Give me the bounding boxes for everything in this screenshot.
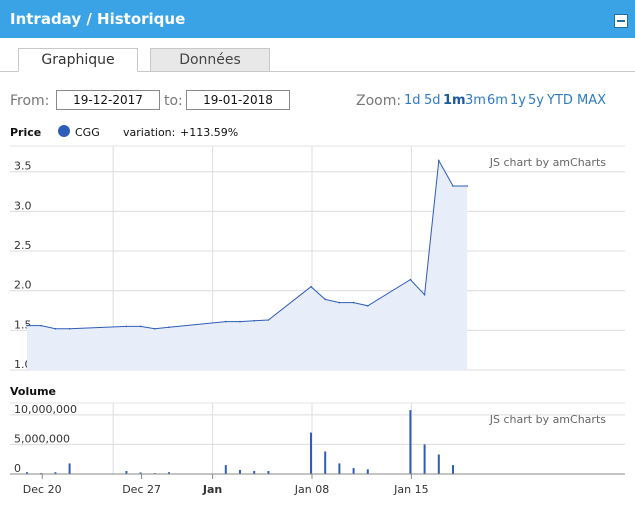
- price-point: [423, 293, 426, 296]
- zoom-1d-button[interactable]: 1d: [404, 93, 421, 108]
- volume-bar: [352, 468, 355, 474]
- price-point: [239, 320, 241, 323]
- volume-y-tick-label: 10,000,000: [14, 403, 77, 416]
- price-point: [338, 301, 341, 304]
- volume-bar: [437, 454, 440, 474]
- price-y-tick-label: 3.0: [14, 199, 32, 212]
- price-y-tick-label: 2.5: [14, 239, 32, 252]
- price-point: [253, 320, 255, 322]
- volume-bar: [239, 469, 241, 474]
- x-tick-label: Jan 08: [294, 483, 329, 496]
- volume-bar: [366, 469, 369, 474]
- tab-donnees[interactable]: Données: [150, 48, 270, 72]
- price-line: [27, 158, 468, 330]
- price-point: [40, 324, 42, 327]
- volume-bar: [423, 444, 426, 474]
- variation-label: variation:: [123, 126, 175, 139]
- price-point: [409, 278, 412, 281]
- zoom-ytd-button[interactable]: YTD: [547, 93, 573, 108]
- widget-title: Intraday / Historique: [10, 10, 186, 28]
- price-point: [324, 298, 327, 301]
- zoom-max-button[interactable]: MAX: [577, 93, 607, 108]
- zoom-6m-button[interactable]: 6m: [487, 93, 508, 108]
- volume-bar: [139, 472, 142, 474]
- price-point: [452, 185, 454, 187]
- price-point: [225, 320, 227, 323]
- tab-bar: Graphique Données: [0, 38, 635, 72]
- x-tick-label: Dec 20: [23, 483, 62, 496]
- volume-bar: [253, 471, 256, 474]
- volume-bar: [310, 432, 312, 474]
- zoom-5y-button[interactable]: 5y: [528, 93, 544, 108]
- legend-series-name: CGG: [75, 126, 100, 139]
- range-controls: From: 19-12-2017 to: 19-01-2018 Zoom: 1d…: [0, 90, 635, 114]
- price-point: [54, 328, 57, 330]
- x-axis: Dec 20 Dec 27 Jan Jan 08 Jan 15: [23, 474, 429, 496]
- price-area: [27, 160, 468, 370]
- widget-header: Intraday / Historique: [0, 0, 635, 38]
- price-point: [154, 328, 156, 330]
- price-point: [68, 328, 71, 330]
- tab-graphique[interactable]: Graphique: [18, 48, 138, 72]
- legend-marker-icon: [58, 125, 70, 137]
- price-point: [466, 185, 469, 187]
- price-points: [26, 159, 469, 330]
- volume-bar: [168, 472, 170, 474]
- from-label: From:: [10, 93, 50, 109]
- zoom-3m-button[interactable]: 3m: [465, 93, 486, 108]
- minimize-icon[interactable]: [614, 14, 628, 28]
- volume-bar: [452, 465, 454, 474]
- volume-bar: [54, 472, 57, 474]
- zoom-label: Zoom:: [356, 93, 402, 109]
- price-point: [267, 319, 270, 321]
- price-point: [438, 159, 440, 162]
- price-point: [26, 324, 28, 327]
- x-tick-label: Dec 27: [122, 483, 161, 496]
- price-chart-credit: JS chart by amCharts: [489, 156, 606, 169]
- from-date-input[interactable]: 19-12-2017: [56, 90, 160, 110]
- price-point: [310, 285, 312, 288]
- volume-bar: [26, 472, 28, 474]
- volume-y-tick-label: 0: [14, 462, 21, 475]
- zoom-1y-button[interactable]: 1y: [510, 93, 526, 108]
- volume-panel-title: Volume: [10, 385, 56, 398]
- volume-bar: [125, 471, 128, 474]
- zoom-5d-button[interactable]: 5d: [424, 93, 441, 108]
- volume-bar: [267, 471, 270, 474]
- price-panel-title: Price: [10, 126, 41, 139]
- x-tick-label: Jan 15: [393, 483, 428, 496]
- price-point: [139, 325, 142, 328]
- volume-bar: [324, 451, 327, 474]
- volume-chart-credit: JS chart by amCharts: [489, 413, 606, 426]
- volume-bars: [26, 410, 454, 474]
- x-tick-label: Jan: [202, 483, 222, 496]
- volume-y-tick-label: 5,000,000: [14, 432, 70, 445]
- to-label: to:: [164, 93, 183, 109]
- volume-bar: [338, 463, 341, 474]
- volume-bar: [409, 410, 412, 474]
- price-y-tick-label: 3.5: [14, 160, 32, 173]
- volume-y-axis: 0 5,000,000 10,000,000: [14, 403, 77, 475]
- price-point: [168, 326, 170, 329]
- price-y-tick-label: 2.0: [14, 279, 32, 292]
- zoom-1m-button[interactable]: 1m: [443, 93, 466, 108]
- price-point: [125, 325, 128, 328]
- price-point: [367, 305, 369, 307]
- variation-value: +113.59%: [180, 126, 238, 139]
- volume-bar: [224, 465, 227, 474]
- volume-bar: [68, 463, 71, 474]
- to-date-input[interactable]: 19-01-2018: [186, 90, 290, 110]
- price-point: [352, 301, 355, 304]
